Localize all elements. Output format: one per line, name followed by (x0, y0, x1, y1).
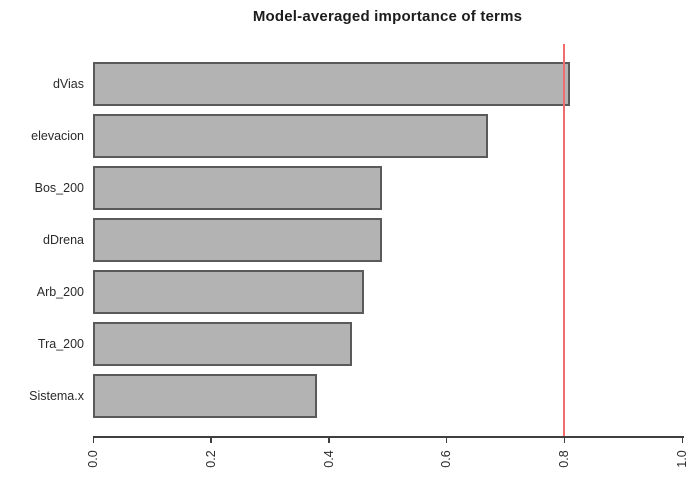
bar (93, 62, 571, 106)
x-axis-line (93, 436, 684, 438)
x-axis-tick (92, 436, 94, 443)
x-axis-tick-label: 1.0 (675, 450, 689, 468)
bar (93, 322, 353, 366)
x-axis-tick (681, 436, 683, 443)
x-axis-tick-label: 0.6 (439, 450, 454, 468)
bar (93, 114, 488, 158)
x-axis-tick-label: 0.2 (203, 450, 218, 468)
y-axis-label: Arb_200 (36, 285, 84, 299)
chart-title: Model-averaged importance of terms (252, 8, 523, 25)
bar (93, 218, 382, 262)
bar (93, 166, 382, 210)
y-axis-label: dVias (52, 77, 84, 91)
bar (93, 270, 364, 314)
y-axis-label: elevacion (31, 129, 84, 143)
x-axis-tick (445, 436, 448, 443)
bar (93, 374, 317, 418)
reference-line (563, 44, 565, 436)
x-axis-tick (563, 436, 566, 443)
y-axis-label: Bos_200 (34, 181, 84, 195)
y-axis-label: Sistema.x (29, 389, 84, 403)
x-axis-tick-label: 0.4 (321, 450, 336, 468)
x-axis-tick-label: 0.8 (557, 450, 572, 468)
x-axis-tick-label: 0.0 (86, 450, 100, 468)
y-axis-label: dDrena (43, 233, 84, 247)
x-axis-tick (328, 436, 330, 443)
x-axis-tick (210, 436, 212, 443)
y-axis-label: Tra_200 (37, 337, 84, 351)
